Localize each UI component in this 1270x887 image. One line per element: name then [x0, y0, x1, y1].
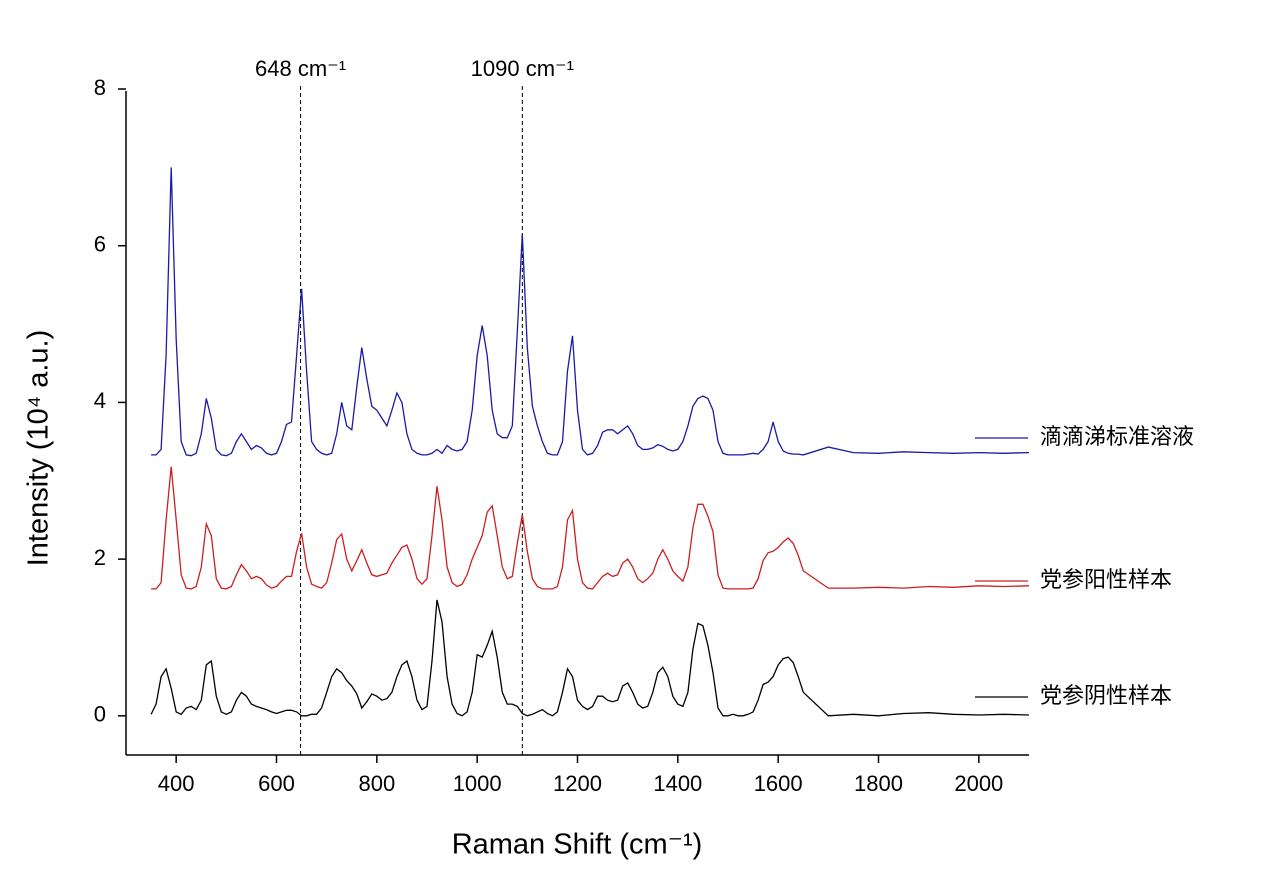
legend-label: 党参阳性样本 [1040, 568, 1172, 593]
x-tick-label: 400 [158, 771, 195, 796]
x-tick-label: 1600 [754, 771, 803, 796]
y-axis-title: Intensity (10⁴ a.u.) [23, 330, 55, 567]
x-tick-label: 1400 [653, 771, 702, 796]
series-line [151, 466, 1030, 590]
x-tick-label: 1000 [453, 771, 502, 796]
series-line [150, 599, 1030, 717]
x-tick-label: 2000 [954, 771, 1003, 796]
x-tick-label: 800 [358, 771, 395, 796]
y-tick-label: 6 [94, 232, 106, 257]
x-tick-label: 600 [258, 771, 295, 796]
x-tick-label: 1200 [553, 771, 602, 796]
y-tick-label: 2 [94, 545, 106, 570]
y-tick-label: 4 [94, 388, 106, 413]
annotation: 648 cm⁻¹ [255, 56, 346, 81]
series-line [151, 167, 1030, 457]
x-tick-label: 1800 [854, 771, 903, 796]
y-tick-label: 8 [94, 75, 106, 100]
x-axis-title: Raman Shift (cm⁻¹) [452, 829, 703, 861]
y-tick-label: 0 [94, 702, 106, 727]
legend-label: 滴滴涕标准溶液 [1040, 425, 1194, 450]
legend-label: 党参阴性样本 [1040, 684, 1172, 709]
annotation: 1090 cm⁻¹ [471, 56, 574, 81]
